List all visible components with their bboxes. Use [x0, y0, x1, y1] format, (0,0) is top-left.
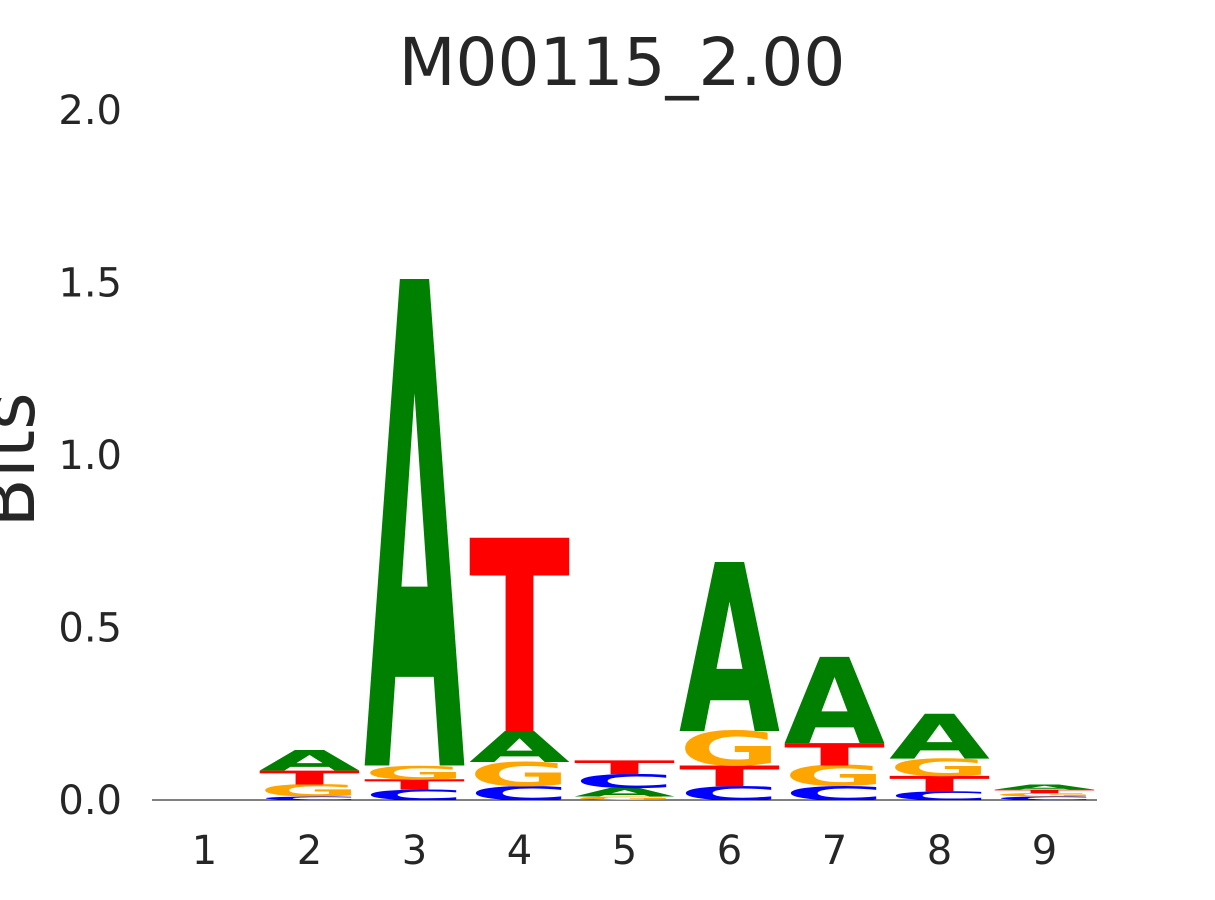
logo-letter: G	[469, 755, 570, 794]
logo-letter: G	[259, 781, 360, 800]
x-tick-label: 1	[192, 828, 217, 874]
logo-letter: A	[679, 517, 780, 787]
y-tick-label: 0.0	[58, 778, 122, 824]
logo-letter: G	[574, 796, 675, 801]
logo-letter: A	[574, 786, 676, 800]
logo-letter: T	[259, 767, 361, 789]
x-tick-label: 5	[612, 828, 637, 874]
x-tick-label: 3	[402, 828, 427, 874]
x-tick-label: 2	[297, 828, 322, 874]
logo-letter: T	[469, 487, 570, 795]
chart-title: M00115_2.00	[399, 24, 846, 101]
logo-letter: C	[259, 796, 360, 801]
x-tick-label: 8	[927, 828, 952, 874]
logo-letter: C	[889, 789, 990, 803]
logo-letter: C	[574, 771, 675, 793]
logo-letter: G	[784, 760, 885, 793]
logo-letter: T	[994, 789, 1095, 794]
logo-letter: A	[889, 701, 990, 773]
x-tick-label: 4	[507, 828, 532, 874]
logo-letter: C	[994, 796, 1095, 801]
x-tick-label: 6	[717, 828, 742, 874]
y-tick-label: 2.0	[58, 88, 122, 134]
logo-letter: T	[679, 760, 781, 793]
logo-letter: A	[784, 633, 885, 771]
logo-letter: G	[679, 722, 780, 777]
logo-letter: A	[994, 783, 1096, 791]
logo-letter: C	[784, 783, 885, 805]
logo-letter: T	[889, 772, 990, 797]
logo-letter: T	[784, 737, 885, 773]
x-tick-label: 7	[822, 828, 847, 874]
logo-letter: T	[574, 757, 676, 779]
logo-letter: A	[364, 146, 466, 900]
logo-letter: C	[679, 783, 780, 805]
y-axis-label: Bits	[0, 392, 51, 527]
logo-letter: G	[889, 754, 990, 781]
logo-letter: C	[469, 783, 570, 805]
y-tick-label: 1.0	[58, 433, 122, 479]
y-tick-label: 1.5	[58, 261, 122, 307]
logo-letter: G	[994, 792, 1095, 797]
x-tick-label: 9	[1032, 828, 1057, 874]
logo-letter: T	[364, 777, 465, 794]
logo-letter: A	[469, 723, 570, 772]
logo-letter: C	[364, 787, 465, 804]
logo-letter: G	[364, 762, 465, 784]
logo-letter: A	[259, 745, 361, 778]
y-tick-label: 0.5	[58, 606, 122, 652]
